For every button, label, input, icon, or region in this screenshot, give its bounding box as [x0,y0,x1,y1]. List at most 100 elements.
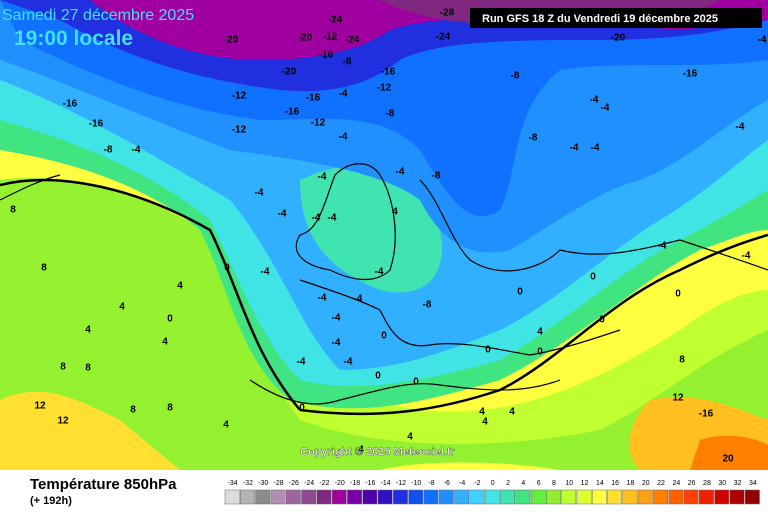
scale-label: 30 [718,480,726,487]
contour-label: -4 [255,188,264,199]
scale-swatch [500,489,515,505]
map-fields [0,0,768,470]
contour-label: -4 [344,357,353,368]
contour-label: -4 [332,313,341,324]
scale-swatch [438,489,454,505]
contour-label: 8 [130,405,136,416]
contour-label: -8 [511,71,520,82]
run-box [470,8,762,28]
contour-label: -16 [285,107,300,118]
contour-label: -4 [332,338,341,349]
scale-swatch [347,489,362,505]
contour-label: -8 [104,145,113,156]
contour-label: -20 [224,35,239,46]
contour-label: 0 [167,314,173,325]
scale-swatch [683,489,699,505]
contour-label: -12 [232,91,247,102]
date-text: Samedi 27 décembre 2025 [2,7,194,24]
scale-label: 22 [657,480,665,487]
legend-lead: (+ 192h) [30,495,72,507]
scale-label: -34 [228,480,238,487]
scale-label: -12 [396,480,406,487]
scale-swatch [423,489,439,505]
contour-label: -8 [432,171,441,182]
contour-label: -16 [319,50,334,61]
contour-label: -28 [440,8,455,19]
contour-label: -8 [343,57,352,68]
contour-label: -4 [261,267,270,278]
scale-swatch [515,489,531,505]
scale-swatch [362,489,378,505]
contour-label: -16 [381,67,396,78]
contour-label: 4 [358,445,364,456]
contour-label: -8 [386,109,395,120]
scale-swatch [377,489,393,505]
scale-swatch [393,489,408,505]
contour-label: 8 [85,363,91,374]
contour-label: 0 [299,403,305,414]
contour-label: 8 [679,355,685,366]
scale-label: -18 [350,480,360,487]
contour-label: 4 [509,407,515,418]
scale-swatch [714,489,730,505]
contour-label: 4 [482,417,488,428]
contour-label: -4 [375,267,384,278]
contour-label: 0 [537,347,543,358]
contour-label: -4 [318,293,327,304]
scale-label: 2 [506,480,510,487]
contour-label: -4 [328,213,337,224]
scale-swatch [469,489,485,505]
scale-swatch [561,489,577,505]
contour-label: -4 [318,172,327,183]
color-scale: -34 -32 -30 -28 -26 -24 -22 -20 -18 -16 -14 -12 -10-… [224,480,760,505]
contour-label: 4 [177,281,183,292]
scale-label: 4 [521,480,525,487]
contour-label: -4 [278,209,287,220]
contour-label: -16 [89,119,104,130]
scale-swatch [607,489,623,505]
contour-label: -16 [699,409,714,420]
contour-label: 8 [10,205,16,216]
scale-label: 10 [565,480,573,487]
contour-label: -24 [328,15,343,26]
contour-label: 0 [224,263,230,274]
contour-label: -20 [611,33,626,44]
scale-label: -20 [335,480,345,487]
contour-label: -16 [683,69,698,80]
contour-label: -4 [132,145,141,156]
contour-label: -4 [312,213,321,224]
scale-label: 6 [537,480,541,487]
scale-swatch [530,489,546,505]
scale-label: -8 [428,480,434,487]
scale-swatch [255,489,271,505]
contour-label: 0 [599,315,605,326]
contour-label: -4 [590,95,599,106]
contour-label: -12 [311,118,326,129]
contour-label: -12 [377,83,392,94]
scale-swatch [546,489,561,505]
contour-label: -16 [306,93,321,104]
copyright: Copyright © 2025 Meteociel.fr [300,446,456,458]
contour-label: 4 [392,207,398,218]
contour-label: 4 [407,432,413,443]
scale-swatch [454,489,470,505]
scale-label: 18 [627,480,635,487]
contour-label: -12 [323,32,338,43]
scale-label: 8 [552,480,556,487]
contour-label: -24 [436,32,451,43]
contour-label: 8 [167,403,173,414]
contour-label: -8 [529,133,538,144]
contour-label: -12 [232,125,247,136]
scale-label: -2 [474,480,480,487]
contour-label: -4 [297,357,306,368]
scale-label: 24 [672,480,680,487]
scale-label: -16 [365,480,375,487]
scale-swatch [285,489,301,505]
scale-label: -4 [459,480,465,487]
contour-labels: -28-24-24-20 -12 -24-20 -20-16-8-20 -16 -8 -16… [10,8,767,465]
contour-label: 4 [162,337,168,348]
contour-label: 4 [223,420,229,431]
contour-label: 0 [675,289,681,300]
scale-label: -6 [444,480,450,487]
